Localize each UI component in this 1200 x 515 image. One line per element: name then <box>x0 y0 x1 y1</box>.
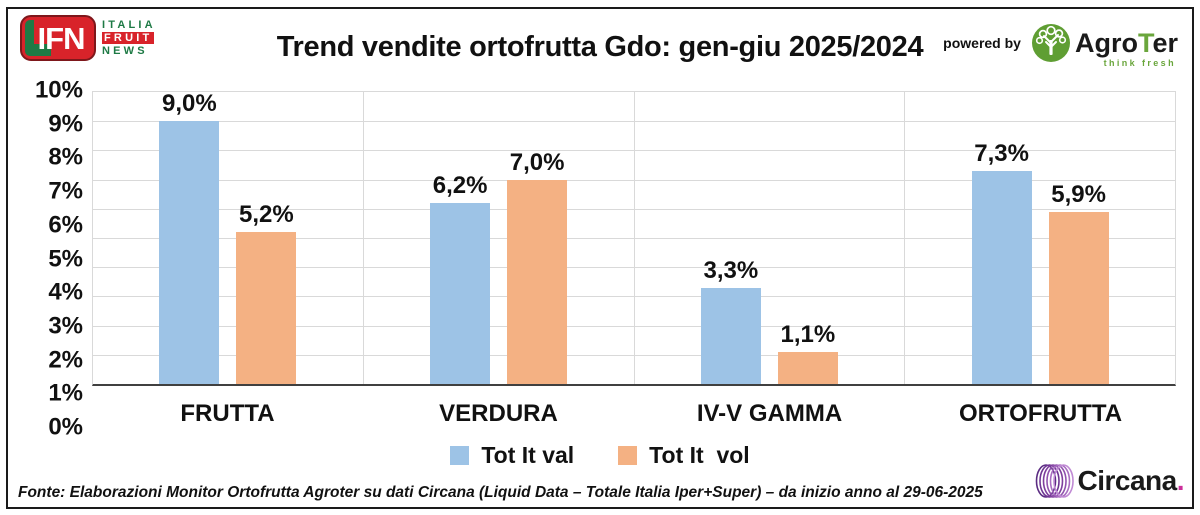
circana-wordmark: Circana. <box>1077 465 1185 496</box>
bar-value-label: 1,1% <box>780 320 836 348</box>
chart-title: Trend vendite ortofrutta Gdo: gen-giu 20… <box>276 31 924 63</box>
category-column: 3,3% 1,1% <box>635 92 906 384</box>
bar: 3,3% <box>700 258 761 384</box>
legend-swatch <box>618 445 638 465</box>
ifn-green-corner <box>25 44 51 56</box>
bar: 6,2% <box>430 173 491 384</box>
bar-value-label: 3,3% <box>703 256 759 284</box>
legend: Tot It val Tot It vol <box>8 442 1192 468</box>
y-tick-label: 8% <box>48 143 83 171</box>
category-label: ORTOFRUTTA <box>958 400 1123 427</box>
legend-label: Tot It vol <box>649 441 750 468</box>
bar-value-label: 5,9% <box>1051 180 1106 208</box>
chart-frame: IFN ITALIA FRUIT NEWS Trend vendite orto… <box>6 7 1194 509</box>
ifn-word-italia: ITALIA <box>102 19 156 31</box>
ifn-wordmark: ITALIA FRUIT NEWS <box>102 19 156 57</box>
bar: 7,0% <box>507 150 568 384</box>
agroter-logo: AgroTer think fresh <box>1031 23 1178 68</box>
bar: 5,2% <box>236 203 297 384</box>
ifn-word-fruit: FRUIT <box>102 32 155 44</box>
y-tick-label: 1% <box>48 379 83 407</box>
circana-logo: Circana. <box>1034 459 1185 503</box>
legend-item: Tot It val <box>450 442 574 469</box>
category-label: VERDURA <box>439 400 558 427</box>
ifn-green-stripe <box>25 20 34 56</box>
legend-label: Tot It val <box>481 441 575 468</box>
bar: 5,9% <box>1048 182 1109 384</box>
bar-value-label: 9,0% <box>162 90 217 118</box>
bar: 9,0% <box>159 92 220 384</box>
y-tick-label: 10% <box>34 76 83 104</box>
category-column: 7,3% 5,9% <box>905 92 1175 384</box>
category-column: 9,0% 5,2% <box>93 92 364 384</box>
y-tick-label: 0% <box>48 413 83 441</box>
plot-area: 9,0% 5,2% 6,2% 7,0% 3,3% 1,1% 7,3% 5,9% <box>92 91 1176 386</box>
bar-value-label: 6,2% <box>432 171 488 199</box>
legend-swatch <box>450 445 470 465</box>
legend-item: Tot It vol <box>618 442 750 469</box>
circana-rings-icon <box>1035 464 1074 498</box>
category-label: FRUTTA <box>180 400 275 427</box>
y-tick-label: 2% <box>48 346 83 374</box>
y-tick-label: 7% <box>48 177 83 205</box>
y-tick-label: 5% <box>48 245 83 273</box>
footer: Fonte: Elaborazioni Monitor Ortofrutta A… <box>8 464 1192 507</box>
bar: 1,1% <box>777 322 838 384</box>
header: IFN ITALIA FRUIT NEWS Trend vendite orto… <box>8 9 1192 83</box>
bar-value-label: 5,2% <box>239 201 294 229</box>
ifn-logo: IFN ITALIA FRUIT NEWS <box>20 15 156 61</box>
bar-chart: 10% 9% 8% 7% 6% 5% 4% 3% 2% 1% 0% 9,0% 5,2% 6,2% 7,0%… <box>16 78 1176 439</box>
bar-value-label: 7,0% <box>509 148 565 176</box>
x-axis-labels: FRUTTA VERDURA IV-V GAMMA ORTOFRUTTA <box>92 400 1176 428</box>
y-tick-label: 4% <box>48 278 83 306</box>
y-tick-label: 9% <box>48 110 83 138</box>
category-column: 6,2% 7,0% <box>364 92 635 384</box>
powered-by: powered by AgroTer think fresh <box>943 23 1178 68</box>
y-tick-label: 6% <box>48 211 83 239</box>
source-note: Fonte: Elaborazioni Monitor Ortofrutta A… <box>18 484 983 501</box>
ifn-abbr: IFN <box>37 20 86 56</box>
category-label: IV-V GAMMA <box>696 400 843 427</box>
agroter-wordmark: AgroTer think fresh <box>1074 27 1178 68</box>
bar-value-label: 7,3% <box>974 139 1029 167</box>
ifn-word-news: NEWS <box>102 45 148 57</box>
bar: 7,3% <box>971 141 1032 384</box>
y-axis-labels: 10% 9% 8% 7% 6% 5% 4% 3% 2% 1% 0% <box>16 78 92 439</box>
y-tick-label: 3% <box>48 312 83 340</box>
agroter-tagline: think fresh <box>1103 57 1176 68</box>
ifn-badge-icon: IFN <box>20 15 96 61</box>
agroter-tree-icon <box>1031 24 1070 62</box>
powered-by-label: powered by <box>943 35 1021 51</box>
circana-dot: . <box>1176 465 1185 496</box>
